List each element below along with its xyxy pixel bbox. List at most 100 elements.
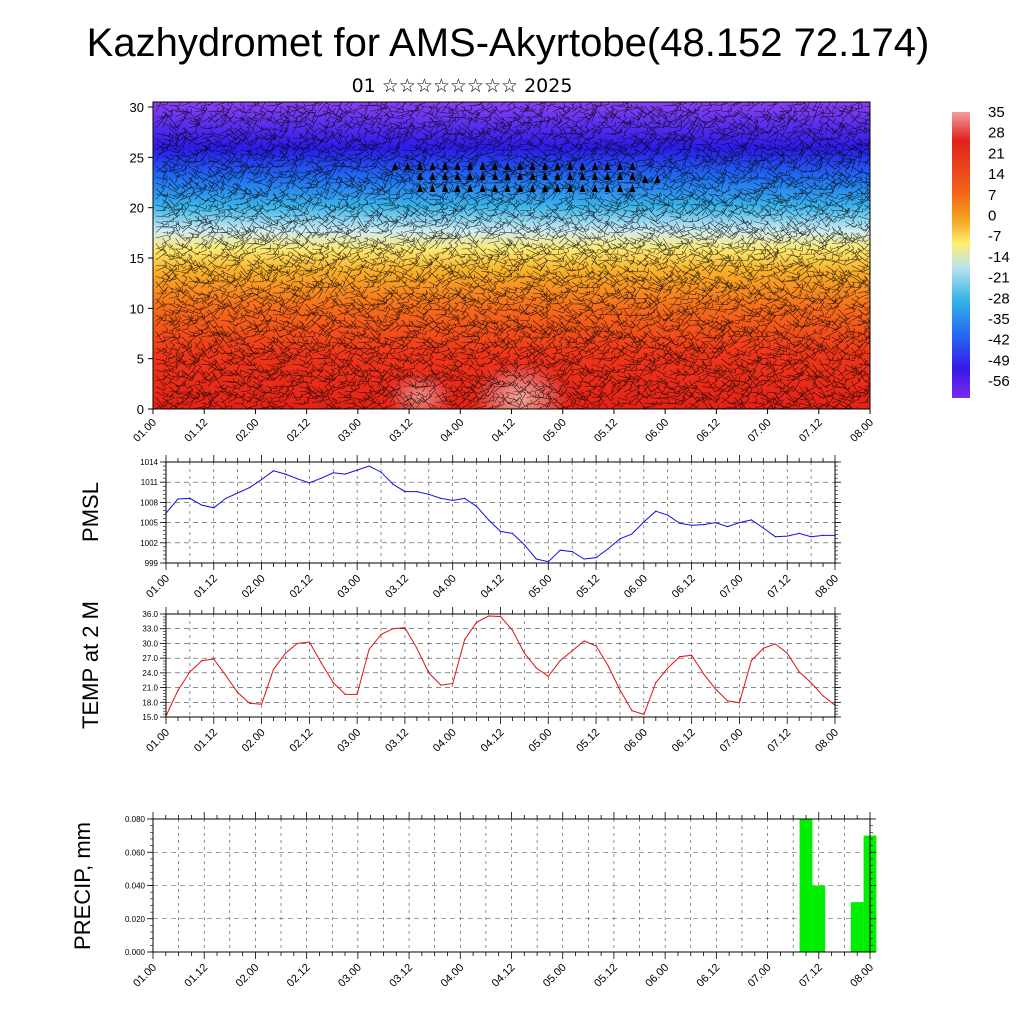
wind-flag [617, 184, 623, 192]
wind-flag [479, 184, 486, 192]
data-point [798, 532, 800, 534]
wind-flag [554, 162, 561, 170]
x-tick-label: 02.12 [288, 573, 316, 601]
data-point [619, 538, 621, 540]
cs-ytick-label: 15 [130, 251, 144, 266]
x-tick-label: 04.12 [479, 573, 507, 601]
wind-flag [467, 184, 473, 192]
data-point [583, 640, 585, 642]
y-tick-label: 30.0 [142, 639, 158, 648]
cs-ytick-label: 25 [130, 150, 144, 165]
data-point [320, 662, 322, 664]
colorbar-label: -7 [988, 228, 1001, 245]
wind-flag [604, 172, 611, 180]
data-point [499, 615, 502, 618]
data-point [320, 477, 322, 479]
x-tick-label: 01.12 [192, 727, 220, 755]
colorbar-label: -56 [988, 373, 1010, 390]
wind-flag [392, 162, 398, 170]
data-point [284, 652, 287, 654]
data-point [308, 641, 310, 643]
wind-flag [504, 184, 511, 192]
wind-flag [504, 162, 511, 170]
data-point [714, 522, 717, 524]
x-tick-label: 04.00 [431, 573, 459, 601]
data-point [404, 491, 406, 493]
data-point [476, 621, 478, 623]
data-point [332, 472, 334, 474]
data-point [189, 671, 191, 673]
data-point [810, 682, 812, 684]
data-point [368, 648, 370, 650]
y-tick-label: 0.080 [125, 815, 146, 824]
data-point [571, 650, 573, 652]
y-tick-label: 999 [145, 559, 159, 568]
x-tick-label: 06.12 [695, 962, 723, 990]
cross-section-x-axis: 01.00 01.12 02.00 02.12 03.00 03.12 04.00 04.12… [131, 409, 876, 445]
cs-ytick-label: 0 [137, 402, 144, 417]
data-point [416, 647, 418, 649]
data-point [225, 497, 227, 499]
wind-flag [617, 172, 623, 180]
wind-flag [592, 162, 598, 170]
wind-flag [404, 162, 411, 170]
wind-flag [592, 184, 598, 192]
cs-xtick-label: 08.00 [848, 417, 876, 445]
precip-bar [812, 885, 826, 952]
wind-flag [442, 172, 448, 180]
wind-flag [429, 172, 436, 180]
wind-flag [629, 184, 636, 192]
data-point [272, 470, 275, 472]
wind-flag [542, 172, 548, 180]
data-point [559, 659, 561, 662]
wind-flag [479, 162, 486, 170]
data-point [237, 691, 239, 694]
wind-flag [579, 184, 586, 192]
wind-flag [454, 172, 461, 180]
data-point [726, 700, 729, 702]
y-tick-label: 0.040 [125, 882, 146, 891]
wind-flag [529, 172, 536, 180]
data-point [691, 524, 693, 526]
data-point [726, 526, 729, 528]
data-point [189, 497, 191, 499]
data-point [547, 675, 549, 677]
cross-section-panel: 0 5 10 15 20 25 30 01.00 01.12 02.00 02.12 03.00 03… [130, 100, 877, 445]
data-point [487, 615, 490, 617]
data-point [440, 497, 442, 499]
data-point [392, 628, 394, 630]
wind-flag [429, 162, 436, 170]
x-tick-label: 08.00 [848, 962, 876, 990]
wind-flag [642, 175, 648, 183]
data-point [750, 659, 752, 662]
cs-xtick-label: 05.12 [592, 417, 620, 445]
wind-flag [442, 184, 448, 192]
cs-xtick-label: 06.00 [643, 417, 671, 445]
wind-flag [567, 172, 573, 180]
data-point [774, 536, 776, 538]
data-point [559, 549, 561, 551]
data-point [213, 507, 215, 509]
wind-flag [492, 172, 498, 180]
x-tick-label: 07.00 [718, 573, 746, 601]
cross-section-y-axis: 0 5 10 15 20 25 30 [130, 100, 153, 417]
data-point [702, 673, 705, 675]
data-point [380, 634, 382, 636]
wind-flag [654, 175, 661, 183]
wind-flag [554, 172, 561, 180]
cs-xtick-label: 04.00 [438, 417, 466, 445]
wind-flag [467, 172, 473, 180]
data-point [464, 638, 466, 641]
data-point [786, 535, 788, 537]
colorbar: 35 28 21 14 7 0 -7 -14 -21 -28 -35 -42 -49 -56 [952, 104, 1010, 398]
data-point [702, 524, 705, 526]
data-point [344, 693, 346, 696]
data-point [714, 688, 717, 690]
y-tick-label: 24.0 [142, 669, 158, 678]
cs-ytick-label: 5 [137, 352, 144, 367]
wind-flag [579, 162, 586, 170]
data-point [738, 702, 741, 704]
y-tick-label: 18.0 [142, 698, 158, 707]
wind-flag [417, 162, 423, 170]
wind-flag [417, 172, 423, 180]
